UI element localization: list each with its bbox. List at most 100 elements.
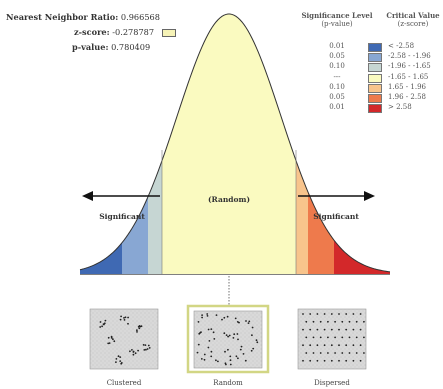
random-point	[237, 338, 239, 341]
stats-panel: Nearest Neighbor Ratio: 0.966568 z-score…	[6, 10, 176, 55]
dispersed-point	[323, 313, 326, 315]
random-point	[232, 337, 235, 339]
legend-zscore: -1.65 - 1.65	[388, 72, 429, 81]
significance-header: Significance Level (p-value)	[292, 11, 382, 29]
clustered-point	[127, 316, 129, 319]
clustered-point	[101, 325, 103, 328]
significance-header-title: Significance Level	[301, 11, 373, 20]
dispersed-point	[359, 359, 362, 362]
dispersed-point	[309, 313, 312, 315]
clustered-point	[131, 349, 133, 351]
dispersed-point	[327, 352, 329, 354]
dispersed-point	[316, 313, 319, 315]
random-point	[236, 333, 239, 335]
clustered-point	[148, 347, 151, 349]
clustered-point	[115, 358, 118, 360]
random-point	[229, 363, 232, 366]
random-point	[237, 357, 239, 360]
random-point	[256, 341, 259, 344]
dispersed-point	[309, 328, 312, 331]
zscore-row: z-score: -0.278787	[6, 25, 176, 40]
random-point	[228, 334, 231, 337]
random-point	[239, 348, 242, 351]
legend-swatch	[368, 63, 382, 73]
clustered-point	[123, 319, 126, 321]
clustered-point	[147, 344, 150, 347]
legend-swatch	[368, 73, 382, 83]
random-point	[210, 355, 213, 358]
random-point	[244, 359, 247, 362]
legend-zscore: 1.96 - 2.58	[388, 93, 426, 101]
random-point	[227, 335, 230, 338]
dispersed-point	[330, 313, 333, 315]
clustered-point	[138, 327, 141, 330]
dispersed-point	[352, 328, 355, 331]
legend-zscore: < -2.58	[388, 42, 415, 50]
dispersed-point	[327, 336, 329, 339]
nn-ratio-label: Nearest Neighbor Ratio:	[6, 12, 119, 22]
dispersed-point	[302, 359, 304, 362]
clustered-point	[146, 348, 149, 350]
clustered-points	[99, 315, 151, 365]
dispersed-point	[316, 359, 319, 362]
clustered-point	[115, 361, 117, 363]
legend-pvalue: 0.05	[329, 93, 345, 101]
random-point	[203, 353, 206, 356]
clustered-point	[127, 322, 129, 325]
dispersed-point	[338, 313, 340, 315]
clustered-point	[137, 349, 140, 352]
pvalue-label: p-value:	[72, 42, 109, 52]
clustered-point	[113, 340, 116, 343]
clustered-point	[137, 325, 140, 328]
clustered-point	[136, 329, 138, 332]
clustered-point	[107, 342, 110, 345]
legend-swatch	[368, 83, 382, 93]
random-point	[224, 350, 226, 353]
legend-row: 0.10 1.65 - 1.96	[320, 83, 440, 93]
dispersed-point	[338, 328, 340, 331]
random-point	[210, 350, 213, 353]
dispersed-point	[345, 313, 348, 315]
band-center	[162, 14, 296, 275]
random-point	[234, 317, 237, 320]
dispersed-point	[330, 328, 333, 331]
random-point	[235, 355, 238, 358]
clustered-point	[134, 352, 137, 355]
dispersed-point	[330, 344, 333, 347]
dispersed-point	[359, 328, 362, 331]
random-point	[198, 332, 201, 335]
clustered-point	[119, 360, 122, 362]
legend-row: 0.05 1.96 - 2.58	[320, 93, 440, 103]
caption-clustered: Clustered	[107, 379, 142, 387]
random-point	[206, 313, 209, 315]
significant-right-label: Significant	[313, 212, 359, 221]
clustered-point	[99, 321, 102, 323]
curve-bands	[80, 14, 390, 275]
legend-swatch	[368, 94, 382, 103]
clustered-point	[99, 326, 102, 328]
zscore-swatch	[161, 29, 176, 37]
clustered-point	[102, 323, 105, 325]
dispersed-point	[363, 352, 365, 354]
clustered-point	[104, 319, 107, 322]
random-point	[213, 338, 216, 340]
left-arrow	[82, 191, 160, 201]
dispersed-point	[338, 344, 340, 347]
random-point	[240, 345, 243, 348]
dispersed-point	[345, 359, 348, 362]
random-point	[229, 359, 232, 362]
random-point	[217, 360, 219, 363]
significant-left-label: Significant	[99, 212, 145, 221]
random-point	[255, 339, 258, 342]
dispersed-point	[355, 320, 358, 323]
dispersed-point	[302, 313, 304, 315]
random-point	[227, 348, 229, 351]
clustered-point	[119, 318, 122, 321]
random-point	[229, 355, 232, 358]
random-point	[210, 328, 213, 330]
nn-ratio-row: Nearest Neighbor Ratio: 0.966568	[6, 10, 176, 25]
dispersed-point	[309, 359, 312, 362]
band-right-001	[334, 14, 390, 275]
critical-header-title: Critical Value	[386, 11, 440, 20]
pattern-clustered	[89, 308, 159, 370]
